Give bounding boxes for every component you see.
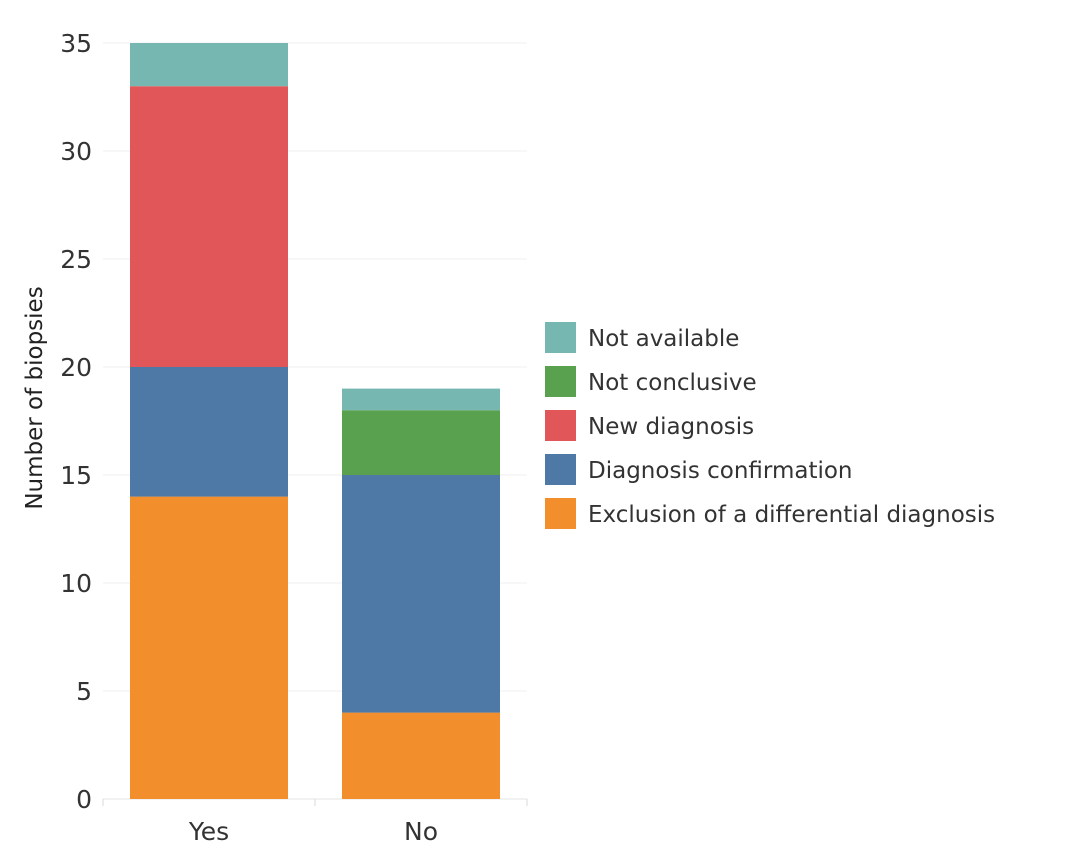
bar-segment-yes-diagnosis-confirmation [130,367,288,497]
y-tick-label: 10 [60,569,92,598]
legend-swatch [545,410,576,441]
y-tick-label: 20 [60,353,92,382]
y-tick-labels: 0 5 10 15 20 25 30 35 [60,29,92,814]
x-tick-label: Yes [188,817,229,843]
y-tick-label: 25 [60,245,92,274]
legend: Not available Not conclusive New diagnosis… [545,322,995,529]
legend-swatch [545,454,576,485]
bar-segment-no-exclusion-of-a-differential-diagnosis [342,712,500,799]
bar-segment-yes-exclusion-of-a-differential-diagnosis [130,496,288,799]
bar-segment-no-not-available [342,388,500,411]
legend-swatch [545,322,576,353]
bar-segment-yes-not-available [130,43,288,87]
y-tick-label: 30 [60,137,92,166]
y-tick-label: 0 [76,785,92,814]
legend-label: Exclusion of a differential diagnosis [588,502,995,528]
y-tick-label: 5 [76,677,92,706]
legend-label: New diagnosis [588,414,754,440]
x-tick-labels: Yes No [188,817,438,843]
bar-segment-no-diagnosis-confirmation [342,475,500,713]
y-tick-label: 15 [60,461,92,490]
axes [102,798,528,806]
legend-swatch [545,366,576,397]
legend-swatch [545,498,576,529]
bar-segment-no-not-conclusive [342,410,500,475]
legend-label: Not available [588,326,739,352]
x-tick-label: No [404,817,438,843]
y-axis-title: Number of biopsies [22,286,48,509]
bars [130,43,500,799]
y-tick-label: 35 [60,29,92,58]
legend-label: Diagnosis confirmation [588,458,853,484]
bar-segment-yes-new-diagnosis [130,86,288,367]
legend-label: Not conclusive [588,370,757,396]
